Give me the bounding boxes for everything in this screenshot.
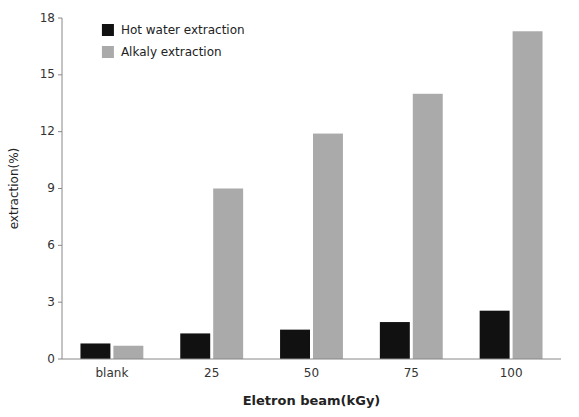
y-tick — [58, 188, 62, 189]
y-axis-label: extraction(%) — [7, 148, 21, 230]
bar — [280, 330, 310, 359]
legend-swatch — [102, 46, 114, 58]
bar — [413, 94, 443, 359]
bar — [313, 134, 343, 359]
y-tick — [58, 302, 62, 303]
y-tick — [58, 359, 62, 360]
y-tick-label: 6 — [47, 238, 55, 252]
y-tick — [58, 18, 62, 19]
y-tick-label: 15 — [40, 67, 55, 81]
chart: 0 3 6 9 12 15 18 blank 25 50 75 100 Eletron beam(kGy… — [0, 0, 579, 417]
y-tick-label: 12 — [40, 124, 55, 138]
y-tick — [58, 131, 62, 132]
y-tick-label: 18 — [40, 11, 55, 25]
chart-container: 0 3 6 9 12 15 18 blank 25 50 75 100 Eletron beam(kGy… — [0, 0, 579, 417]
x-axis-label: Eletron beam(kGy) — [243, 393, 381, 408]
bar — [380, 322, 410, 359]
x-tick-label: 50 — [304, 366, 319, 380]
bar — [213, 189, 243, 360]
bar — [513, 31, 543, 359]
legend-label: Hot water extraction — [121, 23, 245, 37]
legend-swatch — [102, 24, 114, 36]
x-tick-label: 25 — [204, 366, 219, 380]
bars — [80, 31, 542, 359]
y-tick-label: 0 — [47, 352, 55, 366]
x-tick-label: 75 — [404, 366, 419, 380]
bar — [113, 346, 143, 359]
bar — [80, 343, 110, 359]
x-tick-label: 100 — [500, 366, 523, 380]
bar — [180, 333, 210, 359]
x-tick-label: blank — [95, 366, 128, 380]
y-tick-label: 3 — [47, 295, 55, 309]
y-tick — [58, 74, 62, 75]
legend: Hot water extraction Alkaly extraction — [102, 23, 245, 59]
y-tick-label: 9 — [47, 181, 55, 195]
x-axis-line — [62, 359, 561, 360]
legend-label: Alkaly extraction — [121, 45, 222, 59]
y-tick — [58, 245, 62, 246]
bar — [480, 311, 510, 359]
